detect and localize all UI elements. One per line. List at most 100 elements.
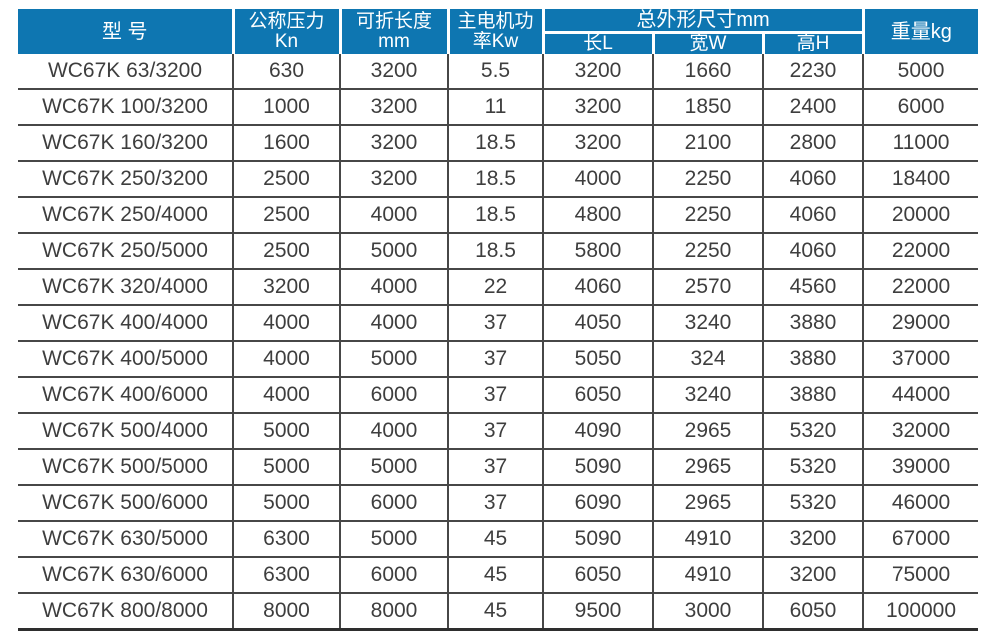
header-row-top: 型 号 公称压力 Kn 可折长度 mm 主电机功 率Kw 总外形尺寸mm 重量k… [18, 9, 979, 54]
cell-dim_h: 5320 [761, 449, 864, 486]
cell-weight_kg: 6000 [862, 89, 979, 126]
cell-motor_kw: 18.5 [447, 125, 543, 162]
cell-dim_w: 2965 [652, 449, 763, 486]
cell-length_mm: 5000 [339, 233, 448, 270]
cell-pressure_kn: 2500 [232, 197, 340, 234]
cell-pressure_kn: 6300 [232, 557, 340, 594]
table-row: WC67K 630/6000 6300 6000 45 6050 4910 3200 7500… [18, 557, 979, 594]
cell-pressure_kn: 5000 [232, 413, 340, 450]
cell-dim_l: 4050 [542, 305, 653, 342]
header-model: 型 号 [18, 9, 233, 54]
cell-dim_h: 3200 [761, 557, 864, 594]
header-row-sub: 长L 宽W 高H [18, 32, 978, 54]
cell-dim_l: 4800 [542, 197, 653, 234]
cell-model: WC67K 63/3200 [18, 54, 233, 90]
cell-model: WC67K 500/5000 [18, 449, 233, 486]
cell-weight_kg: 100000 [862, 593, 979, 631]
cell-motor_kw: 11 [447, 89, 543, 126]
cell-dim_l: 4090 [542, 413, 653, 450]
cell-dim_l: 6050 [542, 377, 653, 414]
cell-length_mm: 5000 [339, 449, 448, 486]
table-row: WC67K 250/5000 2500 5000 18.5 5800 2250 4060 22… [18, 233, 979, 270]
cell-length_mm: 3200 [339, 54, 448, 90]
cell-motor_kw: 37 [447, 341, 543, 378]
header-motor-power-line1: 主电机功 [457, 10, 534, 32]
cell-motor_kw: 37 [447, 413, 543, 450]
cell-pressure_kn: 4000 [232, 341, 340, 378]
cell-pressure_kn: 3200 [232, 269, 340, 306]
cell-length_mm: 3200 [339, 161, 448, 198]
cell-model: WC67K 400/6000 [18, 377, 233, 414]
cell-weight_kg: 5000 [862, 54, 979, 90]
cell-pressure_kn: 1600 [232, 125, 340, 162]
cell-dim_w: 1850 [652, 89, 763, 126]
spec-table: 型 号 公称压力 Kn 可折长度 mm 主电机功 率Kw 总外形尺寸mm 重量k… [18, 9, 979, 631]
spec-table-container: 型 号 公称压力 Kn 可折长度 mm 主电机功 率Kw 总外形尺寸mm 重量k… [18, 9, 979, 631]
cell-pressure_kn: 4000 [232, 305, 340, 342]
cell-motor_kw: 45 [447, 521, 543, 558]
cell-dim_w: 2250 [652, 197, 763, 234]
cell-length_mm: 5000 [339, 341, 448, 378]
cell-dim_l: 3200 [542, 89, 653, 126]
table-row: WC67K 250/4000 2500 4000 18.5 4800 2250 4060 20… [18, 197, 979, 234]
table-row: WC67K 100/3200 1000 3200 11 3200 1850 2400 6000 [18, 89, 979, 126]
cell-dim_l: 5090 [542, 521, 653, 558]
cell-motor_kw: 22 [447, 269, 543, 306]
cell-model: WC67K 800/8000 [18, 593, 233, 631]
cell-motor_kw: 18.5 [447, 161, 543, 198]
cell-dim_l: 3200 [542, 54, 653, 90]
cell-pressure_kn: 8000 [232, 593, 340, 631]
header-dim-height: 高H [761, 32, 864, 54]
table-row: WC67K 500/6000 5000 6000 37 6090 2965 5320 4600… [18, 485, 979, 522]
header-dim-width: 宽W [651, 32, 763, 54]
cell-model: WC67K 630/5000 [18, 521, 233, 558]
cell-dim_h: 2400 [761, 89, 864, 126]
cell-pressure_kn: 2500 [232, 233, 340, 270]
cell-dim_l: 4000 [542, 161, 653, 198]
cell-dim_l: 4060 [542, 269, 653, 306]
cell-length_mm: 3200 [339, 89, 448, 126]
cell-model: WC67K 100/3200 [18, 89, 233, 126]
cell-dim_w: 4910 [652, 557, 763, 594]
cell-dim_l: 3200 [542, 125, 653, 162]
header-pressure-line2: Kn [274, 30, 299, 52]
cell-length_mm: 4000 [339, 305, 448, 342]
cell-pressure_kn: 1000 [232, 89, 340, 126]
cell-dim_h: 4060 [761, 161, 864, 198]
cell-dim_h: 3880 [761, 305, 864, 342]
cell-dim_h: 3880 [761, 377, 864, 414]
cell-model: WC67K 250/3200 [18, 161, 233, 198]
cell-dim_w: 2100 [652, 125, 763, 162]
cell-motor_kw: 37 [447, 485, 543, 522]
cell-pressure_kn: 5000 [232, 485, 340, 522]
cell-pressure_kn: 4000 [232, 377, 340, 414]
cell-model: WC67K 630/6000 [18, 557, 233, 594]
table-row: WC67K 400/6000 4000 6000 37 6050 3240 3880 4400… [18, 377, 979, 414]
cell-dim_l: 9500 [542, 593, 653, 631]
table-row: WC67K 63/3200 630 3200 5.5 3200 1660 2230 5000 [18, 54, 979, 90]
cell-length_mm: 6000 [339, 485, 448, 522]
cell-dim_h: 3880 [761, 341, 864, 378]
cell-dim_l: 5090 [542, 449, 653, 486]
table-row: WC67K 500/4000 5000 4000 37 4090 2965 5320 3200… [18, 413, 979, 450]
cell-dim_l: 6090 [542, 485, 653, 522]
cell-dim_w: 1660 [652, 54, 763, 90]
table-row: WC67K 400/4000 4000 4000 37 4050 3240 3880 2900… [18, 305, 979, 342]
cell-dim_h: 5320 [761, 413, 864, 450]
cell-dim_w: 2965 [652, 413, 763, 450]
header-weight: 重量kg [861, 9, 979, 54]
cell-pressure_kn: 2500 [232, 161, 340, 198]
cell-length_mm: 4000 [339, 269, 448, 306]
cell-dim_h: 6050 [761, 593, 864, 631]
header-motor-power: 主电机功 率Kw [446, 9, 543, 54]
cell-model: WC67K 500/4000 [18, 413, 233, 450]
header-overall-dimensions: 总外形尺寸mm [541, 9, 864, 34]
cell-model: WC67K 400/4000 [18, 305, 233, 342]
header-fold-length: 可折长度 mm [338, 9, 448, 54]
cell-motor_kw: 5.5 [447, 54, 543, 90]
cell-dim_w: 2250 [652, 233, 763, 270]
spec-table-body: WC67K 63/3200 630 3200 5.5 3200 1660 2230 5000 W… [18, 54, 979, 631]
cell-length_mm: 3200 [339, 125, 448, 162]
cell-dim_l: 5800 [542, 233, 653, 270]
cell-model: WC67K 250/5000 [18, 233, 233, 270]
